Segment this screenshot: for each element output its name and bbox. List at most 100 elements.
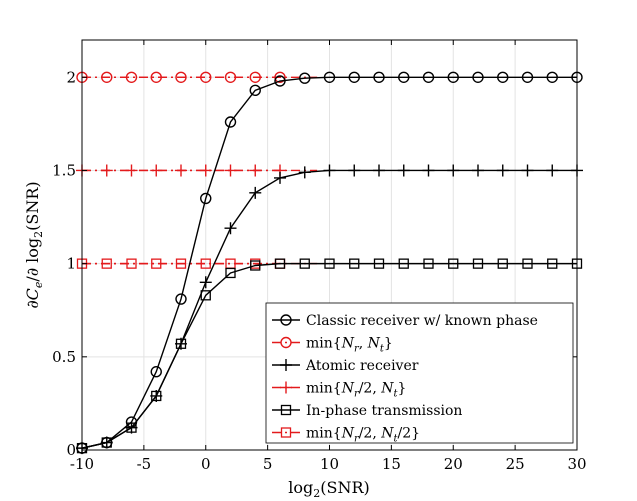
legend-entry-0: Classic receiver w/ known phase xyxy=(306,313,538,329)
data-point xyxy=(175,164,187,177)
data-point xyxy=(200,192,212,205)
data-point xyxy=(249,186,262,199)
data-point xyxy=(546,71,558,83)
legend-marker xyxy=(280,359,292,371)
data-point xyxy=(150,71,162,83)
y-axis-label: ∂Ce/∂ log2(SNR) xyxy=(23,181,45,308)
data-point xyxy=(472,258,484,269)
data-point xyxy=(175,71,187,83)
data-point xyxy=(472,71,484,83)
data-point xyxy=(200,258,211,269)
legend-marker xyxy=(280,381,292,394)
series-line xyxy=(81,262,577,449)
x-tick-label: 10 xyxy=(320,455,339,473)
legend-box xyxy=(265,302,574,444)
x-tick-label: -5 xyxy=(137,455,152,473)
data-point xyxy=(125,164,138,177)
y-tick-label: 1 xyxy=(66,255,76,273)
series-group xyxy=(76,71,583,455)
data-point xyxy=(199,164,212,177)
data-point xyxy=(547,258,558,269)
data-point xyxy=(101,71,113,83)
data-point xyxy=(349,258,360,269)
series-3 xyxy=(76,164,286,177)
legend-marker xyxy=(280,314,292,326)
data-point xyxy=(101,437,112,448)
legend-marker xyxy=(280,404,292,416)
data-point xyxy=(423,258,434,269)
data-point xyxy=(274,75,286,87)
x-tick-label: 5 xyxy=(263,455,273,473)
data-point xyxy=(522,258,533,269)
data-point xyxy=(150,366,162,378)
data-point xyxy=(224,222,237,235)
data-point xyxy=(373,71,385,83)
data-point xyxy=(447,71,459,83)
legend-entry-5: min{Nr/2, Nt/2} xyxy=(306,426,420,445)
data-point xyxy=(125,71,138,83)
data-point xyxy=(348,71,360,83)
legend-marker xyxy=(280,336,292,349)
data-point xyxy=(274,71,286,83)
data-point xyxy=(100,164,113,177)
data-point xyxy=(250,260,261,271)
legend-entry-1: min{Nr, Nt} xyxy=(306,336,393,355)
data-point xyxy=(497,258,508,269)
data-point xyxy=(521,164,534,177)
data-point xyxy=(274,171,286,184)
series-line xyxy=(81,76,577,449)
data-point xyxy=(200,290,211,301)
y-tick-label: 0.5 xyxy=(52,348,76,366)
data-point xyxy=(151,390,162,402)
data-point xyxy=(422,164,435,177)
data-point xyxy=(398,71,410,83)
data-point xyxy=(175,293,187,305)
data-point xyxy=(249,84,261,97)
data-point xyxy=(546,164,559,177)
data-point xyxy=(298,166,311,179)
legend-entry-3: min{Nr/2, Nt} xyxy=(306,381,406,400)
data-point xyxy=(323,71,336,83)
legend-marker xyxy=(280,427,292,438)
series-0 xyxy=(76,71,583,454)
data-point xyxy=(422,71,435,83)
data-point xyxy=(200,71,212,83)
data-point xyxy=(175,258,187,269)
x-tick-label: -10 xyxy=(70,455,94,473)
data-point xyxy=(126,422,137,433)
x-tick-label: 25 xyxy=(506,455,525,473)
data-point xyxy=(274,258,286,269)
x-axis-label: log2(SNR) xyxy=(288,478,370,500)
data-point xyxy=(249,71,261,83)
data-point xyxy=(373,164,385,177)
x-tick-label: 30 xyxy=(567,455,586,473)
x-tick-label: 20 xyxy=(444,455,463,473)
y-tick-label: 2 xyxy=(66,68,76,86)
data-point xyxy=(472,164,484,177)
data-point xyxy=(126,258,137,269)
x-tick-label: 0 xyxy=(201,455,211,473)
data-point xyxy=(175,338,187,349)
data-point xyxy=(497,71,509,83)
data-point xyxy=(496,164,509,177)
data-point xyxy=(299,72,311,84)
data-point xyxy=(151,258,162,269)
data-point xyxy=(373,258,385,269)
data-point xyxy=(249,164,262,177)
data-point xyxy=(397,164,410,177)
data-point xyxy=(199,276,212,289)
legend-entry-2: Atomic receiver xyxy=(305,358,419,374)
data-point xyxy=(150,164,163,177)
data-point xyxy=(224,71,237,83)
data-point xyxy=(324,258,335,269)
data-point xyxy=(448,258,459,269)
x-tick-label: 15 xyxy=(382,455,401,473)
data-point xyxy=(224,116,237,128)
data-point xyxy=(398,258,409,269)
data-point xyxy=(521,71,534,83)
series-4 xyxy=(76,258,583,454)
ticks: -10 -5 0 5 10 15 20 25 30 0 0.5 1 1.5 2 xyxy=(52,40,587,473)
data-point xyxy=(224,164,237,177)
data-point xyxy=(101,258,112,269)
legend-entry-4: In-phase transmission xyxy=(306,403,462,419)
